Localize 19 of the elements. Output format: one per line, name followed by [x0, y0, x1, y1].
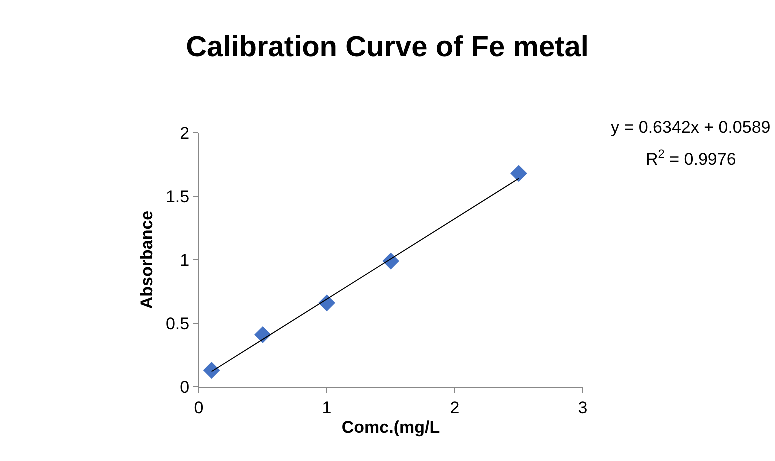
y-tick-label: 0	[180, 378, 190, 397]
x-tick-label: 1	[322, 398, 332, 418]
y-tick-label: 0.5	[166, 314, 190, 334]
point	[203, 362, 220, 379]
point	[382, 252, 400, 270]
x-axis-title: Comc.(mg/L	[342, 418, 440, 437]
point	[318, 294, 336, 312]
y-tick-label: 1	[180, 250, 190, 270]
point	[254, 326, 272, 344]
point	[510, 165, 528, 182]
chart-title: Calibration Curve of Fe metal	[186, 31, 589, 64]
x-tick-label: 2	[450, 398, 460, 418]
text: y = 0.6342x + 0.0589	[611, 118, 771, 137]
x-tick-label: 3	[578, 398, 588, 418]
x-tick-label: 0	[194, 398, 204, 418]
y-tick-label: 1.5	[166, 187, 190, 206]
y-axis-title: Absorbance	[138, 210, 157, 310]
y-tick-label: 2	[180, 124, 190, 143]
text: R$^{2}$ = 0.9976	[646, 147, 736, 170]
